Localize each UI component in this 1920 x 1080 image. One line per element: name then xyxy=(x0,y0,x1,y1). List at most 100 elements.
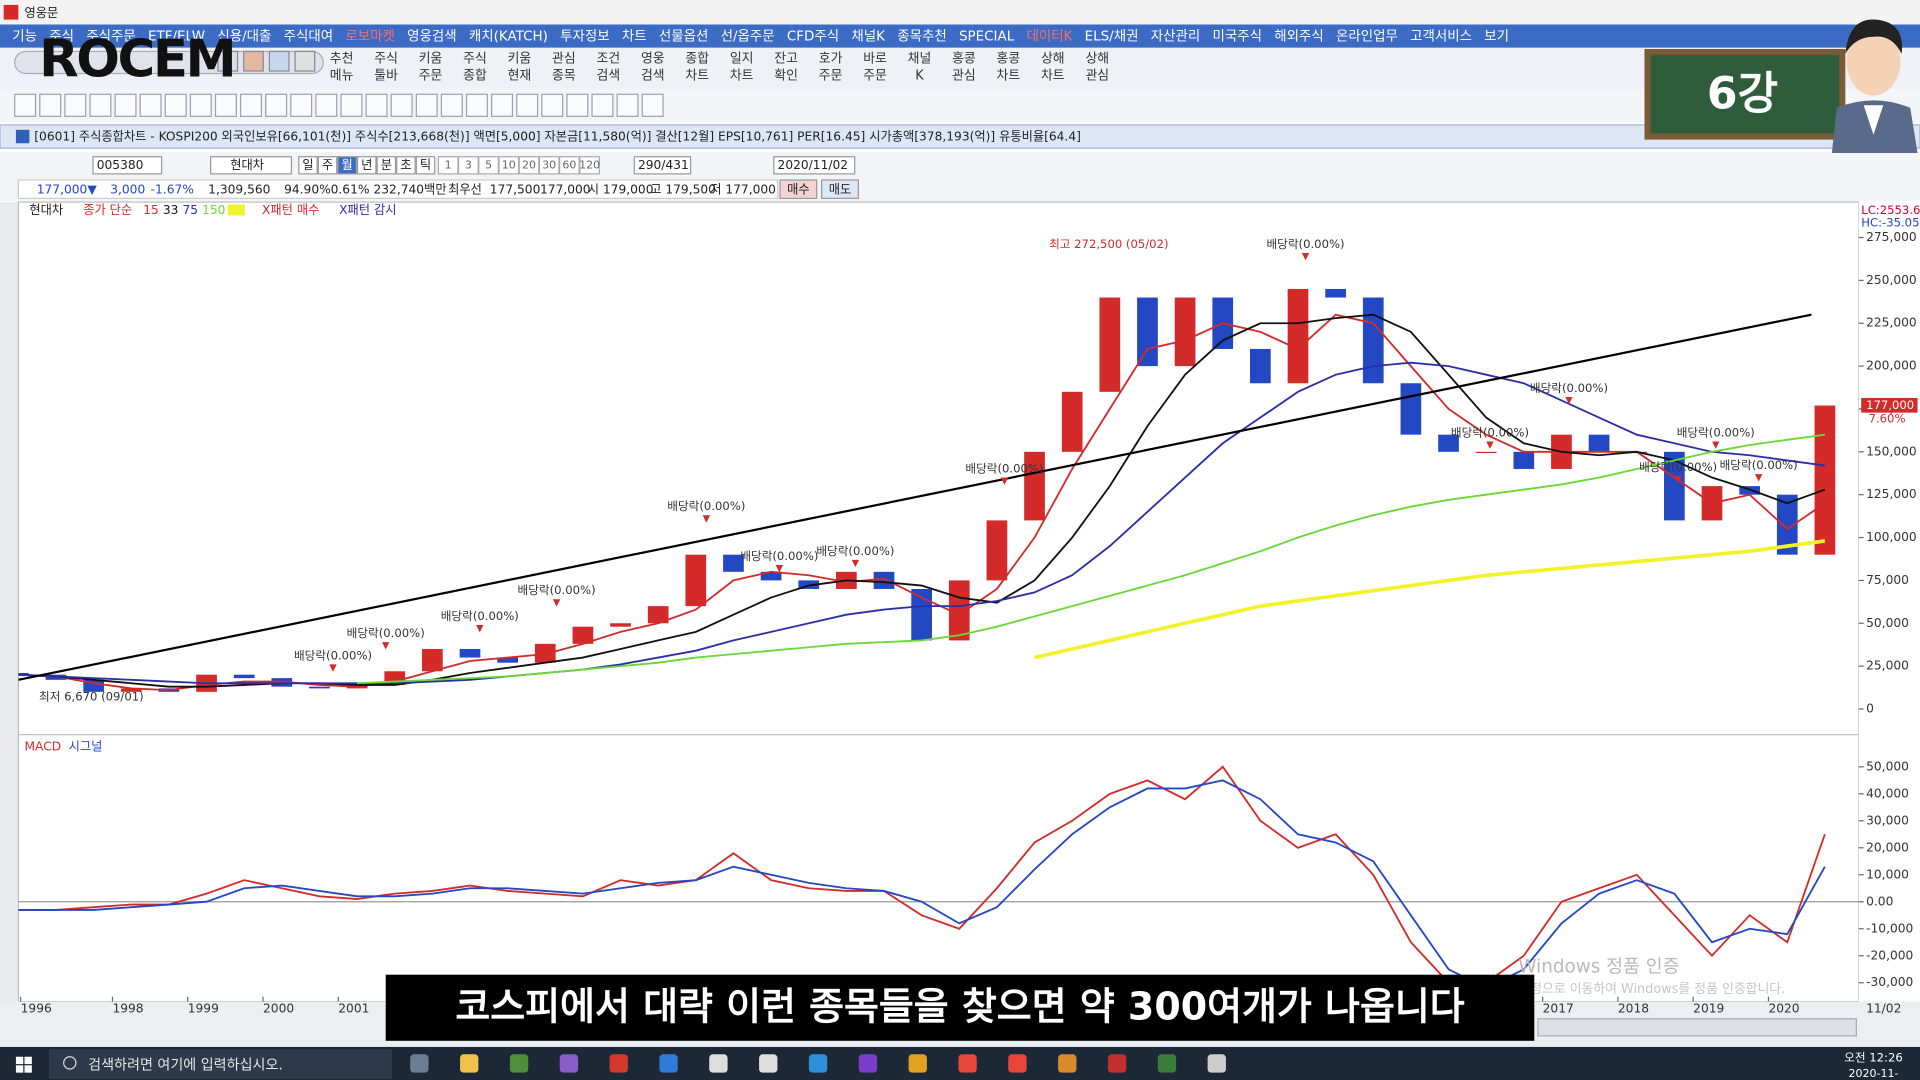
app-icon[interactable] xyxy=(908,1054,927,1073)
menu-item[interactable]: 주식대여 xyxy=(284,29,334,45)
app-icon[interactable] xyxy=(1207,1054,1226,1073)
app-icon[interactable] xyxy=(858,1054,878,1073)
toolbar-label[interactable]: 차트 xyxy=(1041,68,1065,83)
trade-button[interactable] xyxy=(821,179,859,199)
menu-item[interactable]: ELS/채권 xyxy=(1085,29,1139,45)
minute-label[interactable]: 20 xyxy=(522,158,536,171)
toolbar-label[interactable]: 메뉴 xyxy=(330,68,354,83)
tool-icon[interactable] xyxy=(114,93,137,117)
menu-item[interactable]: 주식주문 xyxy=(86,29,136,45)
period-label[interactable]: 월 xyxy=(342,158,353,172)
tool-button[interactable] xyxy=(243,50,264,72)
scrollbar[interactable] xyxy=(1537,1018,1857,1037)
menu-item[interactable]: 캐치(KATCH) xyxy=(469,29,548,45)
period-button[interactable] xyxy=(356,156,377,175)
toolbar-label[interactable]: 종목 xyxy=(552,68,576,83)
tool-button[interactable] xyxy=(268,50,290,72)
minute-label[interactable]: 30 xyxy=(542,158,556,171)
toolbar-label[interactable]: 일지 xyxy=(730,51,754,66)
app-icon[interactable] xyxy=(559,1054,579,1073)
trade-button[interactable] xyxy=(779,179,818,199)
period-label[interactable]: 틱 xyxy=(420,158,431,172)
tool-icon[interactable] xyxy=(616,93,639,117)
tool-icon[interactable] xyxy=(89,93,112,117)
menu-item[interactable]: 채널K xyxy=(851,29,886,45)
toolbar-label[interactable]: 관심 xyxy=(1085,68,1109,83)
period-button[interactable] xyxy=(298,156,318,175)
toolbar-label[interactable]: 추천 xyxy=(330,51,354,66)
app-icon[interactable] xyxy=(958,1054,977,1073)
toolbar-label[interactable]: 주문 xyxy=(819,68,843,83)
app-icon[interactable] xyxy=(1058,1054,1077,1073)
app-icon[interactable] xyxy=(609,1054,628,1073)
menu-item[interactable]: 종목추천 xyxy=(897,29,947,45)
toolbar-label[interactable]: 차트 xyxy=(730,68,754,83)
tool-icon[interactable] xyxy=(440,93,463,117)
app-icon[interactable] xyxy=(1008,1054,1027,1073)
tool-icon[interactable] xyxy=(214,93,237,117)
menu-item[interactable]: 선/옵주문 xyxy=(721,29,775,45)
menu-item[interactable]: 미국주식 xyxy=(1212,29,1262,45)
minute-label[interactable]: 10 xyxy=(502,158,516,171)
toolbar-label[interactable]: 차트 xyxy=(997,68,1021,83)
toolbar-label[interactable]: 상해 xyxy=(1041,51,1065,66)
minute-label[interactable]: 5 xyxy=(485,158,492,171)
name-input[interactable] xyxy=(210,156,293,175)
tool-icon[interactable] xyxy=(516,93,539,117)
toolbar-label[interactable]: 검색 xyxy=(641,68,665,83)
menu-item[interactable]: CFD주식 xyxy=(787,29,839,45)
tool-icon[interactable] xyxy=(566,93,589,117)
tool-icon[interactable] xyxy=(641,93,664,117)
toolbar-label[interactable]: 확인 xyxy=(774,68,798,83)
toolbar-label[interactable]: 주식 xyxy=(463,51,487,66)
menu-item[interactable]: 자산관리 xyxy=(1151,29,1201,45)
toolbar-label[interactable]: 주문 xyxy=(419,68,443,83)
tool-icon[interactable] xyxy=(390,93,413,117)
period-label[interactable]: 분 xyxy=(381,158,392,172)
tool-icon[interactable] xyxy=(64,93,87,117)
search-box[interactable] xyxy=(48,1049,392,1079)
toolbar-label[interactable]: 주문 xyxy=(863,68,887,83)
menu-item[interactable]: 기능 xyxy=(12,29,37,45)
menu-item[interactable]: 차트 xyxy=(622,29,647,45)
minute-label[interactable]: 3 xyxy=(465,158,472,171)
tool-icon[interactable] xyxy=(491,93,514,117)
toolbar-label[interactable]: 채널 xyxy=(908,51,932,66)
tool-icon[interactable] xyxy=(340,93,363,117)
toolbar-label[interactable]: 툴바 xyxy=(374,68,398,83)
minute-button[interactable] xyxy=(579,156,600,175)
tool-icon[interactable] xyxy=(240,93,263,117)
tool-icon[interactable] xyxy=(541,93,564,117)
toolbar-label[interactable]: 호가 xyxy=(819,51,843,66)
toolbar-label[interactable]: 관심 xyxy=(952,68,976,83)
tool-icon[interactable] xyxy=(39,93,62,117)
toolbar-label[interactable]: 종합 xyxy=(685,51,709,66)
app-icon[interactable] xyxy=(759,1054,778,1073)
period-button[interactable] xyxy=(396,156,416,175)
tool-icon[interactable] xyxy=(290,93,313,117)
trade-label[interactable]: 매도 xyxy=(829,182,852,196)
toolbar-label[interactable]: 주식 xyxy=(374,51,398,66)
menu-item[interactable]: 주식 xyxy=(49,29,74,45)
minute-label[interactable]: 120 xyxy=(579,158,600,171)
menu-item[interactable]: 고객서비스 xyxy=(1410,29,1472,45)
minute-label[interactable]: 60 xyxy=(562,158,576,171)
tool-icon[interactable] xyxy=(365,93,388,117)
menu-item[interactable]: 선물옵션 xyxy=(659,29,709,45)
code-input[interactable] xyxy=(92,156,163,175)
app-icon[interactable] xyxy=(1107,1054,1127,1073)
period-button[interactable] xyxy=(317,156,338,175)
date-box[interactable] xyxy=(773,156,856,175)
menu-item[interactable]: ETF/ELW xyxy=(148,30,205,45)
tool-icon[interactable] xyxy=(591,93,614,117)
period-button[interactable] xyxy=(376,156,397,175)
toolbar-label[interactable]: K xyxy=(915,68,924,83)
tool-button[interactable] xyxy=(217,50,239,72)
menu-item[interactable]: 영웅검색 xyxy=(407,29,457,45)
app-icon[interactable] xyxy=(659,1054,678,1073)
toolbar-label[interactable]: 차트 xyxy=(685,68,709,83)
menu-item[interactable]: SPECIAL xyxy=(959,30,1015,45)
app-icon[interactable] xyxy=(1157,1054,1177,1073)
tool-icon[interactable] xyxy=(415,93,438,117)
app-icon[interactable] xyxy=(808,1054,828,1073)
